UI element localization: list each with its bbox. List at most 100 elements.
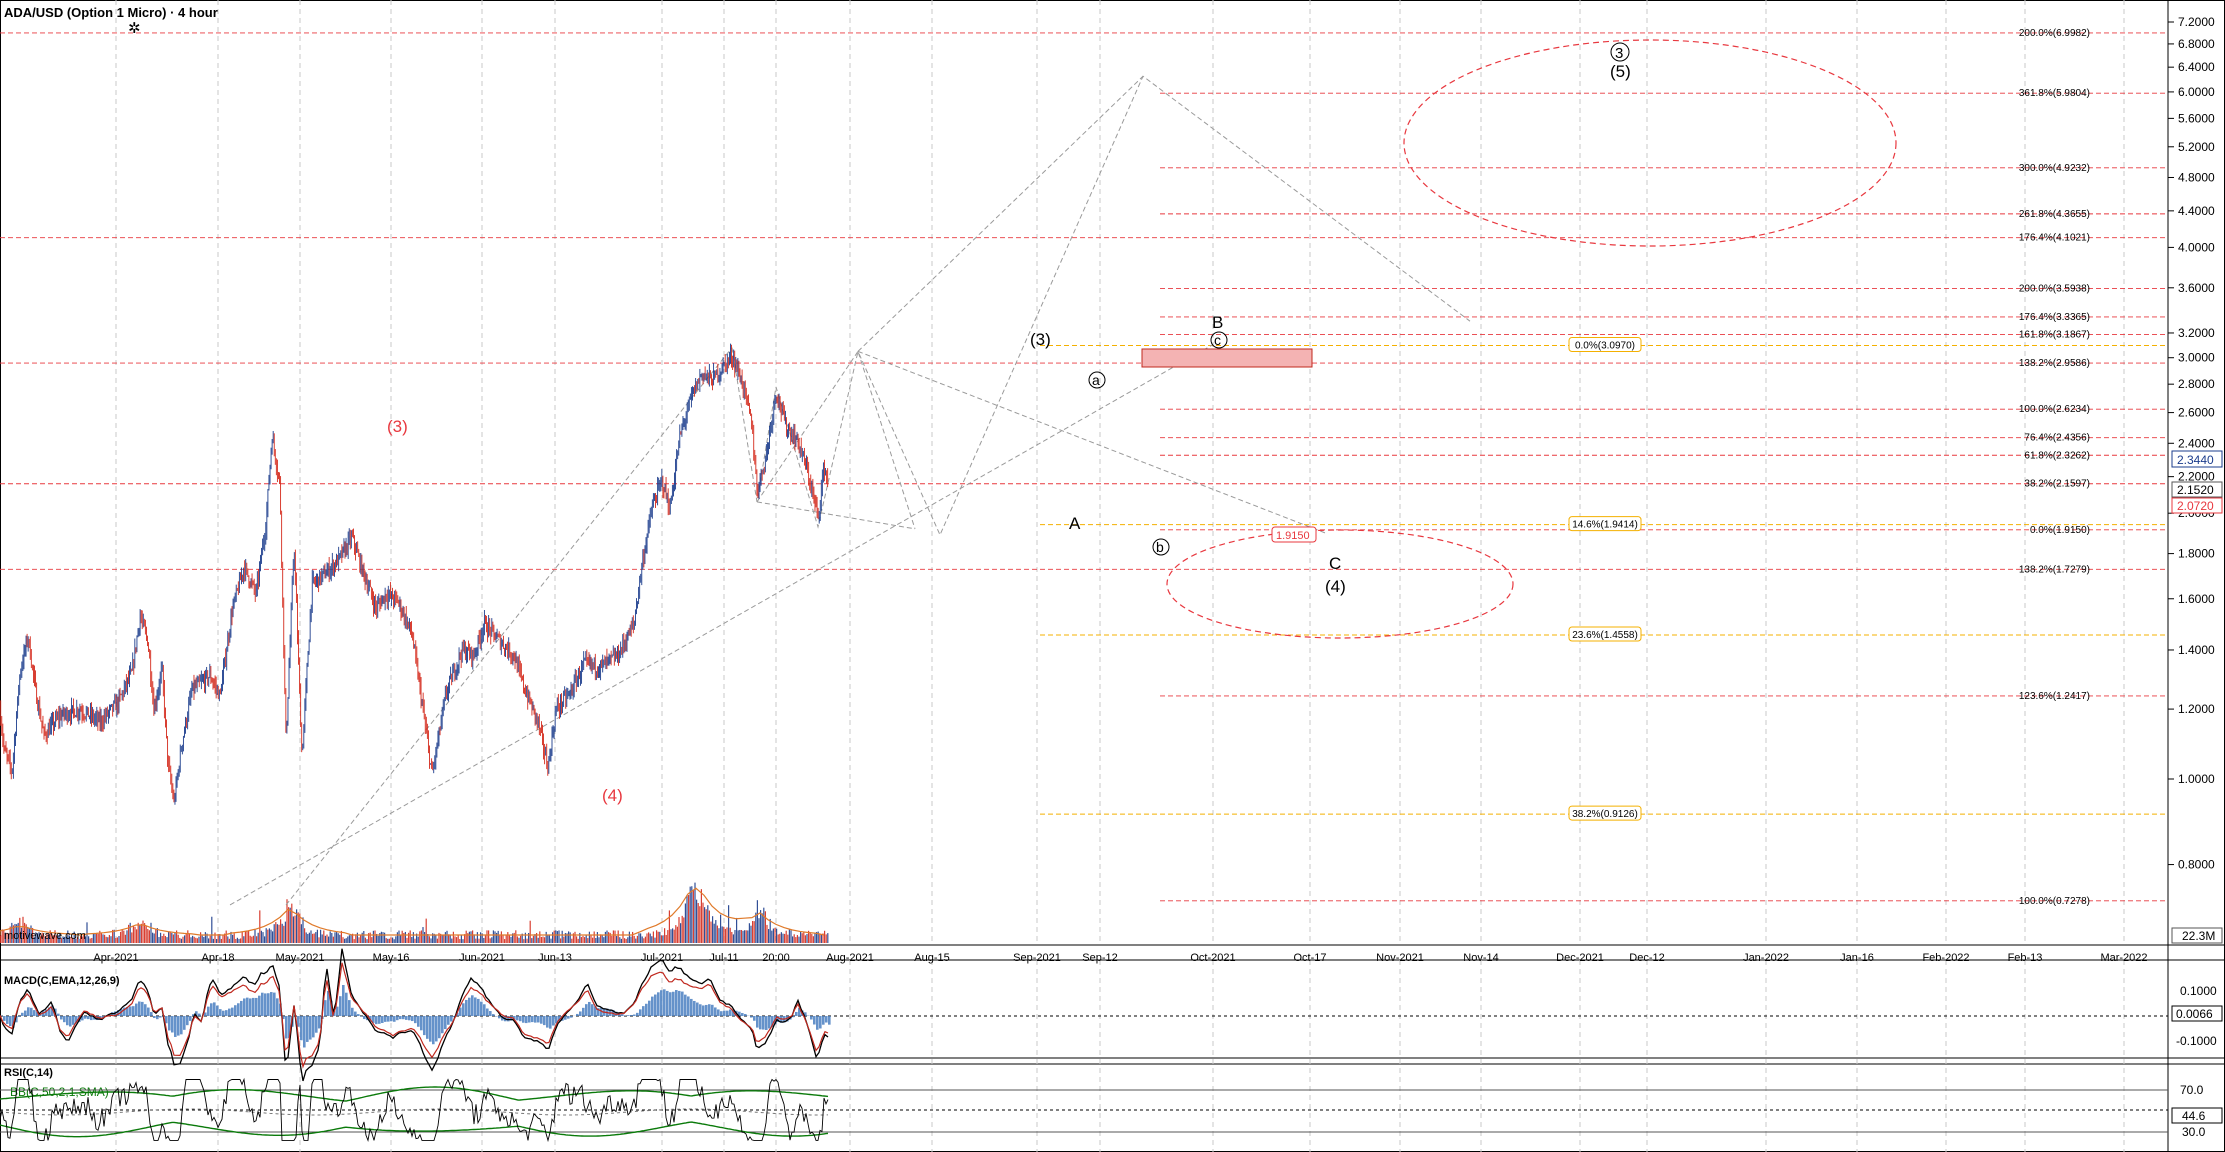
bollinger-mid bbox=[0, 1108, 828, 1116]
fib-label-red: 361.8%(5.9804) bbox=[2019, 88, 2090, 99]
fib-label-orange: 0.0%(3.0970) bbox=[1575, 341, 1635, 352]
wave-label-red-3: (3) bbox=[387, 417, 408, 436]
rsi-title: RSI(C,14) bbox=[4, 1067, 53, 1079]
price-axis-label: 5.6000 bbox=[2178, 111, 2215, 125]
time-axis-label: Jan-16 bbox=[1840, 952, 1874, 964]
time-axis-label: Apr-2021 bbox=[93, 952, 138, 964]
time-axis-label: Oct-2021 bbox=[1190, 952, 1235, 964]
time-axis-label: Dec-12 bbox=[1629, 952, 1664, 964]
wave-label-paren-5: (5) bbox=[1610, 62, 1631, 81]
fib-label-red: 100.0%(0.7278) bbox=[2019, 896, 2090, 907]
wave-3-circle bbox=[1610, 42, 1630, 62]
fib-label-red: 176.4%(4.1021) bbox=[2019, 233, 2090, 244]
time-axis-label: Mar-2022 bbox=[2100, 952, 2147, 964]
fib-label-red: 200.0%(3.5938) bbox=[2019, 283, 2090, 294]
wave-label-A: A bbox=[1069, 514, 1081, 533]
time-axis-label: May-2021 bbox=[276, 952, 325, 964]
time-axis-label: Jul-11 bbox=[709, 952, 738, 964]
price-axis-label: 3.2000 bbox=[2178, 326, 2215, 340]
price-axis-label: 4.4000 bbox=[2178, 204, 2215, 218]
wave-label-b: b bbox=[1156, 539, 1164, 555]
price-axis-label: 0.8000 bbox=[2178, 858, 2215, 872]
fib-label-red: 100.0%(2.6234) bbox=[2019, 404, 2090, 415]
wave-label-circle-3: 3 bbox=[1615, 45, 1623, 62]
price-axis-label: 5.2000 bbox=[2178, 140, 2215, 154]
macd-histogram bbox=[0, 985, 831, 1048]
upper-target-ellipse bbox=[1403, 39, 1897, 247]
price-axis-label: 6.8000 bbox=[2178, 37, 2215, 51]
fib-label-red: 200.0%(6.9982) bbox=[2019, 28, 2090, 39]
time-axis[interactable]: Apr-2021 Apr-18 May-2021 May-16 Jun-2021 Jun-… bbox=[93, 952, 2147, 964]
wave-label-3: (3) bbox=[1030, 330, 1051, 349]
svg-text:1.9150: 1.9150 bbox=[1276, 530, 1310, 542]
chart-title: ADA/USD (Option 1 Micro) · 4 hour bbox=[4, 5, 218, 20]
price-axis-label: 2.6000 bbox=[2178, 406, 2215, 420]
fib-label-red: 161.8%(3.1867) bbox=[2019, 330, 2090, 341]
price-axis-label: 3.6000 bbox=[2178, 281, 2215, 295]
macd-line bbox=[0, 948, 829, 1082]
macd-panel: MACD(C,EMA,12,26,9) 0.1000 0.0066 -0.100… bbox=[0, 948, 2223, 1082]
price-axis[interactable]: 7.2000 6.8000 6.4000 6.0000 5.6000 5.2000 4.80… bbox=[2168, 15, 2215, 872]
price-axis-label: 7.2000 bbox=[2178, 15, 2215, 29]
wave-labels: (3) (4) (3) a A b B c C (4) 3 (5) bbox=[387, 42, 1631, 805]
time-axis-label: Nov-14 bbox=[1463, 952, 1498, 964]
rsi-axis-label-3: 30.0 bbox=[2182, 1125, 2206, 1139]
resistance-box bbox=[1141, 348, 1313, 368]
lower-target-ellipse bbox=[1166, 529, 1514, 639]
fib-label-red: 61.8%(2.3262) bbox=[2024, 450, 2090, 461]
time-axis-label: Feb-13 bbox=[2008, 952, 2043, 964]
time-axis-label: Nov-2021 bbox=[1376, 952, 1424, 964]
fib-label-red: 0.0%(1.9150) bbox=[2030, 525, 2090, 536]
grid bbox=[115, 0, 2125, 1152]
wave-label-a: a bbox=[1092, 372, 1100, 388]
fib-label-red: 123.6%(1.2417) bbox=[2019, 691, 2090, 702]
macd-axis-label-1: 0.1000 bbox=[2180, 984, 2217, 998]
time-axis-label: Apr-18 bbox=[201, 952, 234, 964]
price-axis-label: 4.0000 bbox=[2178, 240, 2215, 254]
price-axis-label: 1.6000 bbox=[2178, 592, 2215, 606]
fib-label-orange: 38.2%(0.9126) bbox=[1572, 809, 1638, 820]
time-axis-label: Jan-2022 bbox=[1743, 952, 1789, 964]
rsi-line bbox=[0, 1077, 829, 1143]
fib-levels: 200.0%(6.9982) 361.8%(5.9804) 300.0%(4.923… bbox=[0, 28, 2168, 907]
price-axis-label: 6.4000 bbox=[2178, 60, 2215, 74]
gear-icon[interactable]: ✲ bbox=[128, 20, 141, 37]
volume-tag: 22.3M bbox=[2182, 929, 2215, 943]
time-axis-label: Sep-2021 bbox=[1013, 952, 1061, 964]
wave-label-C: C bbox=[1329, 554, 1341, 573]
rsi-axis-label-2: 44.6 bbox=[2182, 1109, 2206, 1123]
wave-label-red-4: (4) bbox=[602, 786, 623, 805]
price-axis-label: 4.8000 bbox=[2178, 170, 2215, 184]
price-axis-label: 2.2000 bbox=[2178, 470, 2215, 484]
price-tag-2: 2.1520 bbox=[2177, 483, 2214, 497]
fib-label-red: 138.2%(1.7279) bbox=[2019, 564, 2090, 575]
price-axis-label: 1.0000 bbox=[2178, 772, 2215, 786]
time-axis-label: 20:00 bbox=[762, 952, 790, 964]
macd-title: MACD(C,EMA,12,26,9) bbox=[4, 975, 120, 987]
fib-label-red: 138.2%(2.9586) bbox=[2019, 358, 2090, 369]
time-axis-label: Oct-17 bbox=[1293, 952, 1326, 964]
wave-label-B: B bbox=[1212, 313, 1223, 332]
macd-axis-label-3: -0.1000 bbox=[2176, 1034, 2217, 1048]
volume-bars bbox=[0, 882, 829, 943]
price-axis-label: 3.0000 bbox=[2178, 351, 2215, 365]
projection-lines bbox=[229, 75, 1471, 906]
price-axis-label: 1.8000 bbox=[2178, 547, 2215, 561]
candles bbox=[0, 343, 829, 805]
wave-c-circle bbox=[1210, 331, 1228, 349]
fib-label-red: 176.4%(3.3365) bbox=[2019, 312, 2090, 323]
price-axis-label: 1.4000 bbox=[2178, 643, 2215, 657]
wave-label-c: c bbox=[1214, 332, 1221, 348]
current-price-tag: 2.3440 bbox=[2177, 453, 2214, 467]
fib-label-orange: 14.6%(1.9414) bbox=[1572, 520, 1638, 531]
price-axis-label: 1.2000 bbox=[2178, 702, 2215, 716]
price-marker-1915: 1.9150 bbox=[1271, 526, 1317, 543]
watermark: motivewave.com bbox=[4, 930, 86, 942]
wave-label-paren-4: (4) bbox=[1325, 577, 1346, 596]
rsi-axis-label-1: 70.0 bbox=[2180, 1083, 2204, 1097]
fib-label-red: 300.0%(4.9232) bbox=[2019, 163, 2090, 174]
time-axis-label: Jul-2021 bbox=[641, 952, 683, 964]
macd-signal-line bbox=[0, 962, 829, 1069]
time-axis-label: May-16 bbox=[373, 952, 410, 964]
